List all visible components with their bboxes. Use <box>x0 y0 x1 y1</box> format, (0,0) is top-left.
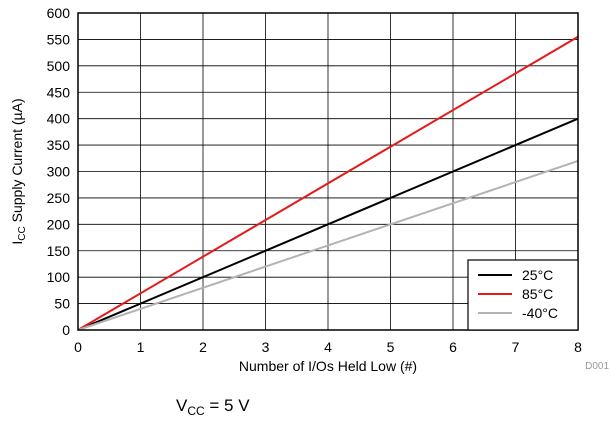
caption-prefix: V <box>176 396 188 415</box>
y-tick-label: 150 <box>47 243 71 259</box>
y-tick-label: 600 <box>47 5 71 21</box>
y-tick-label: 100 <box>47 269 71 285</box>
legend-items: 25°C 85°C -40°C <box>478 267 558 321</box>
caption-vcc: VCC = 5 V <box>176 396 250 418</box>
x-tick-label: 1 <box>137 339 145 355</box>
legend-label: -40°C <box>522 305 558 321</box>
series-line <box>77 117 579 331</box>
y-axis-title-prefix: I <box>9 241 25 245</box>
y-axis-title: ICC Supply Current (µA) <box>9 98 28 244</box>
x-tick-label: 5 <box>387 339 395 355</box>
y-tick-label: 250 <box>47 190 71 206</box>
legend: 25°C 85°C -40°C <box>467 259 579 331</box>
y-axis-title-suffix: Supply Current (µA) <box>9 98 25 226</box>
y-tick-label: 550 <box>47 31 71 47</box>
figure-id: D001 <box>585 361 609 372</box>
caption-suffix: = 5 V <box>205 396 251 415</box>
y-tick-label: 400 <box>47 111 71 127</box>
x-tick-label: 6 <box>449 339 457 355</box>
caption-subscript: CC <box>187 404 205 418</box>
x-tick-label: 4 <box>324 339 332 355</box>
y-tick-label: 0 <box>62 322 70 338</box>
series-line <box>77 35 579 331</box>
y-tick-label: 50 <box>54 296 70 312</box>
series-lines <box>77 35 579 331</box>
y-tick-label: 450 <box>47 84 71 100</box>
x-tick-label: 8 <box>574 339 582 355</box>
series-line <box>77 159 579 331</box>
x-tick-label: 0 <box>74 339 82 355</box>
y-tick-label: 300 <box>47 164 71 180</box>
x-tick-label: 3 <box>262 339 270 355</box>
legend-label: 85°C <box>522 286 553 302</box>
y-tick-label: 350 <box>47 137 71 153</box>
y-tick-label: 500 <box>47 58 71 74</box>
legend-label: 25°C <box>522 267 553 283</box>
y-tick-labels: 0 50 100 150 200 250 300 350 400 450 500 550 600 <box>47 5 71 338</box>
x-tick-labels: 0 1 2 3 4 5 6 7 8 <box>74 339 582 355</box>
x-tick-label: 2 <box>199 339 207 355</box>
plot-area-frame <box>77 12 579 331</box>
y-tick-label: 200 <box>47 216 71 232</box>
x-tick-label: 7 <box>512 339 520 355</box>
y-axis-title-subscript: CC <box>17 226 28 240</box>
x-axis-title: Number of I/Os Held Low (#) <box>239 358 417 374</box>
